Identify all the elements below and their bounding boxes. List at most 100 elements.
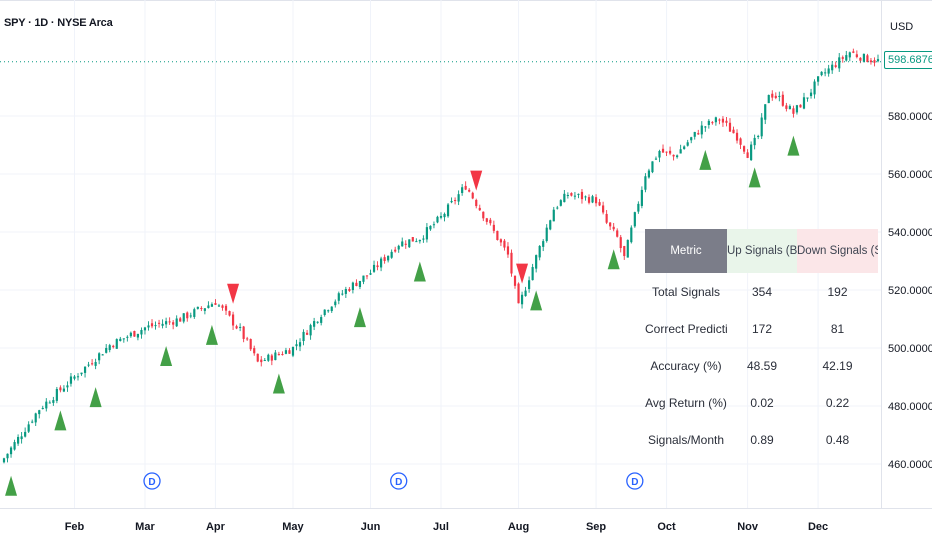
candle-body-up xyxy=(94,361,97,366)
candle-body-up xyxy=(753,137,756,146)
sell-signal-down-triangle xyxy=(227,283,240,304)
candle-body-up xyxy=(136,333,140,338)
candle-body-up xyxy=(207,305,210,309)
candle-body-up xyxy=(20,436,23,440)
candle-body-up xyxy=(6,453,9,459)
candle-body-up xyxy=(584,196,587,198)
candle-body-up xyxy=(559,200,562,206)
candle-body-up xyxy=(2,458,6,463)
buy-signal-up-triangle xyxy=(89,387,102,408)
time-tick-label: Apr xyxy=(206,521,226,533)
candle-body-up xyxy=(217,305,221,307)
candle-body-down xyxy=(785,105,788,109)
candle-body-up xyxy=(760,117,763,137)
candle-body-up xyxy=(351,282,354,291)
signal-stats-table: Metric Up Signals (Buy) Down Signals (Se… xyxy=(645,229,878,458)
candle-body-down xyxy=(739,138,742,145)
price-tick-label: 520.00000 xyxy=(888,285,932,297)
candle-body-down xyxy=(186,312,189,319)
candle-body-up xyxy=(62,388,66,392)
candle-body-down xyxy=(672,154,675,157)
candle-body-down xyxy=(725,120,728,123)
buy-signal-up-triangle xyxy=(353,307,366,328)
candle-body-down xyxy=(598,202,601,206)
candle-body-up xyxy=(788,106,791,110)
candle-body-up xyxy=(443,213,446,218)
up-value: 0.89 xyxy=(750,432,774,447)
candle-body-down xyxy=(228,311,231,316)
candle-body-up xyxy=(101,354,104,356)
stats-row-signals-per-month: Signals/Month 0.89 0.48 xyxy=(645,421,878,458)
candle-body-up xyxy=(193,309,196,317)
candle-body-up xyxy=(824,72,827,74)
candle-body-up xyxy=(778,95,781,97)
buy-signal-up-triangle xyxy=(748,167,761,188)
candle-body-down xyxy=(580,191,584,200)
candle-body-up xyxy=(362,275,365,282)
up-value: 172 xyxy=(751,321,773,336)
candle-body-down xyxy=(735,132,739,141)
sell-signal-down-triangle xyxy=(516,263,529,284)
candle-body-down xyxy=(781,94,784,106)
candle-body-down xyxy=(249,339,252,350)
candle-body-down xyxy=(869,60,873,63)
sell-signal-down-triangle xyxy=(470,170,483,191)
metric-label: Total Signals xyxy=(651,284,721,299)
candle-body-down xyxy=(771,93,774,98)
candle-body-down xyxy=(231,314,235,326)
buy-signal-up-triangle xyxy=(160,346,173,367)
candle-body-up xyxy=(637,203,640,212)
candle-body-down xyxy=(711,122,714,124)
candle-body-up xyxy=(210,304,214,307)
price-axis[interactable]: 460.00000 480.00000 500.00000 520.00000 540.… xyxy=(888,111,932,471)
candle-body-up xyxy=(31,421,34,423)
time-axis[interactable]: Feb Mar Apr May Jun Jul Aug Sep Oct Nov Dec xyxy=(65,521,828,533)
candle-body-down xyxy=(260,359,263,363)
candle-body-up xyxy=(690,137,693,141)
currency-label[interactable]: USD xyxy=(890,21,914,33)
candle-body-up xyxy=(633,212,636,227)
symbol-title[interactable]: SPY · 1D · NYSE Arca xyxy=(4,17,113,29)
candle-body-down xyxy=(277,354,280,356)
candle-body-down xyxy=(866,55,869,63)
candle-body-up xyxy=(330,306,333,312)
buy-signal-up-triangle xyxy=(413,261,426,282)
candle-body-up xyxy=(17,436,20,444)
dividend-marker-label: D xyxy=(395,477,402,488)
candle-body-down xyxy=(200,308,203,310)
candle-body-up xyxy=(538,245,541,258)
stats-row-correct-predictions: Correct Predictions 172 81 xyxy=(645,310,878,347)
candle-body-up xyxy=(309,325,312,336)
candle-body-up xyxy=(27,424,30,432)
candle-body-down xyxy=(517,283,520,304)
candle-body-up xyxy=(626,239,629,258)
header-up-signals: Up Signals (Buy) xyxy=(727,229,797,273)
buy-signal-up-triangle xyxy=(607,249,620,270)
price-tick-label: 500.00000 xyxy=(888,343,932,355)
up-value: 48.59 xyxy=(746,358,778,373)
candle-body-up xyxy=(439,215,443,218)
price-tick-label: 460.00000 xyxy=(888,459,932,471)
grid-lines xyxy=(0,0,881,508)
candle-body-down xyxy=(478,207,481,211)
buy-signal-up-triangle xyxy=(272,373,285,394)
candle-body-up xyxy=(528,280,531,290)
stats-row-accuracy: Accuracy (%) 48.59 42.19 xyxy=(645,347,878,384)
time-tick-label: Dec xyxy=(808,521,828,533)
time-tick-label: Mar xyxy=(135,521,155,533)
buy-signal-up-triangle xyxy=(699,149,712,170)
time-tick-label: Aug xyxy=(508,521,529,533)
time-tick-label: Sep xyxy=(586,521,606,533)
candle-body-up xyxy=(274,352,277,361)
candle-body-down xyxy=(475,199,478,207)
candle-body-up xyxy=(693,131,696,137)
candle-body-up xyxy=(358,280,362,287)
candle-body-up xyxy=(531,267,534,281)
candle-body-up xyxy=(545,227,548,242)
candlestick-series xyxy=(0,48,881,464)
candle-body-down xyxy=(855,54,858,58)
candle-body-down xyxy=(732,129,735,134)
candle-body-up xyxy=(573,195,577,197)
candle-body-up xyxy=(313,321,316,327)
